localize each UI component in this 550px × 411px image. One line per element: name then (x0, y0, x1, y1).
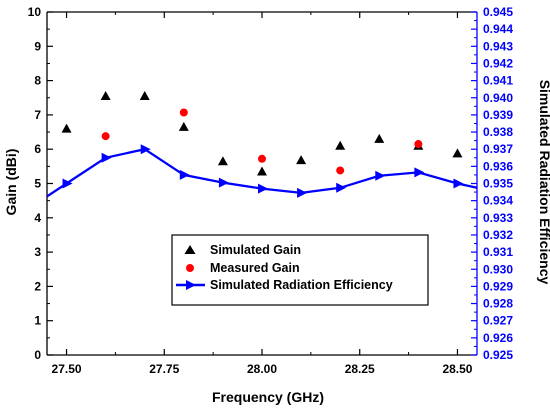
y-right-tick-label: 0.942 (483, 56, 513, 70)
y-axis-left-title: Gain (dBi) (3, 149, 19, 216)
y-left-tick-label: 1 (34, 314, 41, 328)
simulated-gain-point (374, 133, 385, 143)
x-axis-title: Frequency (GHz) (212, 389, 324, 405)
efficiency-point (140, 144, 151, 155)
y-left-tick-label: 9 (34, 39, 41, 53)
x-tick-label: 28.00 (247, 362, 277, 376)
simulated-gain-point (100, 91, 111, 101)
efficiency-point (179, 169, 190, 180)
efficiency-point (62, 178, 73, 189)
simulated-gain-point (296, 155, 307, 165)
y-left-tick-label: 2 (34, 279, 41, 293)
y-left-tick-label: 4 (34, 211, 41, 225)
efficiency-point (101, 152, 112, 163)
y-right-tick-label: 0.938 (483, 125, 513, 139)
y-axis-left: 0 1 2 3 4 5 6 7 8 9 10 (28, 5, 53, 362)
y-right-tick-label: 0.932 (483, 228, 513, 242)
legend-simulated-gain-marker (184, 245, 196, 254)
simulated-gain-point (257, 166, 267, 176)
measured-gain-point (101, 132, 110, 141)
efficiency-point (218, 177, 229, 188)
y-right-tick-label: 0.945 (483, 5, 513, 19)
y-axis-right: 0.925 0.926 0.927 0.928 0.929 0.930 0.931 0.932… (471, 5, 513, 362)
y-right-tick-label: 0.927 (483, 314, 513, 328)
x-tick-label: 28.25 (345, 362, 375, 376)
y-right-tick-label: 0.943 (483, 39, 513, 53)
x-tick-label: 28.50 (442, 362, 472, 376)
legend-measured-gain-label: Measured Gain (210, 261, 300, 275)
y-right-tick-label: 0.925 (483, 348, 513, 362)
y-left-tick-label: 5 (34, 177, 41, 191)
x-tick-label: 27.50 (52, 362, 82, 376)
simulated-gain-point (178, 121, 189, 131)
efficiency-point (414, 167, 425, 178)
efficiency-point (375, 170, 386, 181)
legend: Simulated Gain Measured Gain Simulated R… (171, 234, 429, 306)
simulated-gain-point (61, 123, 72, 133)
simulated-gain-point (217, 156, 228, 166)
measured-gain-point (179, 108, 188, 117)
simulated-gain-point (335, 140, 346, 150)
y-left-tick-label: 8 (34, 74, 41, 88)
x-tick-label: 27.75 (149, 362, 179, 376)
y-axis-right-title: Simulated Radiation Efficiency (537, 80, 550, 285)
y-right-tick-label: 0.937 (483, 142, 513, 156)
simulated-gain-point (452, 148, 463, 158)
y-right-tick-label: 0.939 (483, 108, 513, 122)
legend-measured-gain-marker (186, 264, 194, 272)
y-right-tick-label: 0.928 (483, 297, 513, 311)
y-right-tick-label: 0.926 (483, 331, 513, 345)
y-right-tick-label: 0.934 (483, 194, 513, 208)
y-right-tick-label: 0.944 (483, 22, 513, 36)
simulated-gain-point (139, 91, 150, 101)
y-left-tick-label: 3 (34, 245, 41, 259)
y-right-tick-label: 0.929 (483, 279, 513, 293)
legend-simulated-gain-label: Simulated Gain (210, 243, 301, 257)
y-right-tick-label: 0.931 (483, 245, 513, 259)
y-right-tick-label: 0.936 (483, 159, 513, 173)
legend-efficiency-label: Simulated Radiation Efficiency (210, 278, 393, 292)
y-right-tick-label: 0.940 (483, 91, 513, 105)
y-right-tick-label: 0.930 (483, 262, 513, 276)
efficiency-point (258, 183, 268, 194)
measured-gain-point (336, 166, 345, 175)
y-left-tick-label: 7 (34, 108, 41, 122)
y-right-tick-label: 0.935 (483, 177, 513, 191)
measured-gain-point (258, 154, 266, 163)
y-left-tick-label: 10 (28, 5, 42, 19)
y-left-tick-label: 6 (34, 142, 41, 156)
y-right-tick-label: 0.941 (483, 74, 513, 88)
y-left-tick-label: 0 (34, 348, 41, 362)
efficiency-point (453, 178, 464, 189)
legend-efficiency-marker (186, 280, 196, 290)
x-axis: 27.50 27.75 28.00 28.25 28.50 (52, 12, 473, 376)
series-layer (46, 91, 478, 198)
legend-box (171, 234, 429, 306)
efficiency-point (336, 182, 347, 193)
y-right-tick-label: 0.933 (483, 211, 513, 225)
measured-gain-point (414, 140, 423, 149)
efficiency-point (297, 187, 308, 198)
